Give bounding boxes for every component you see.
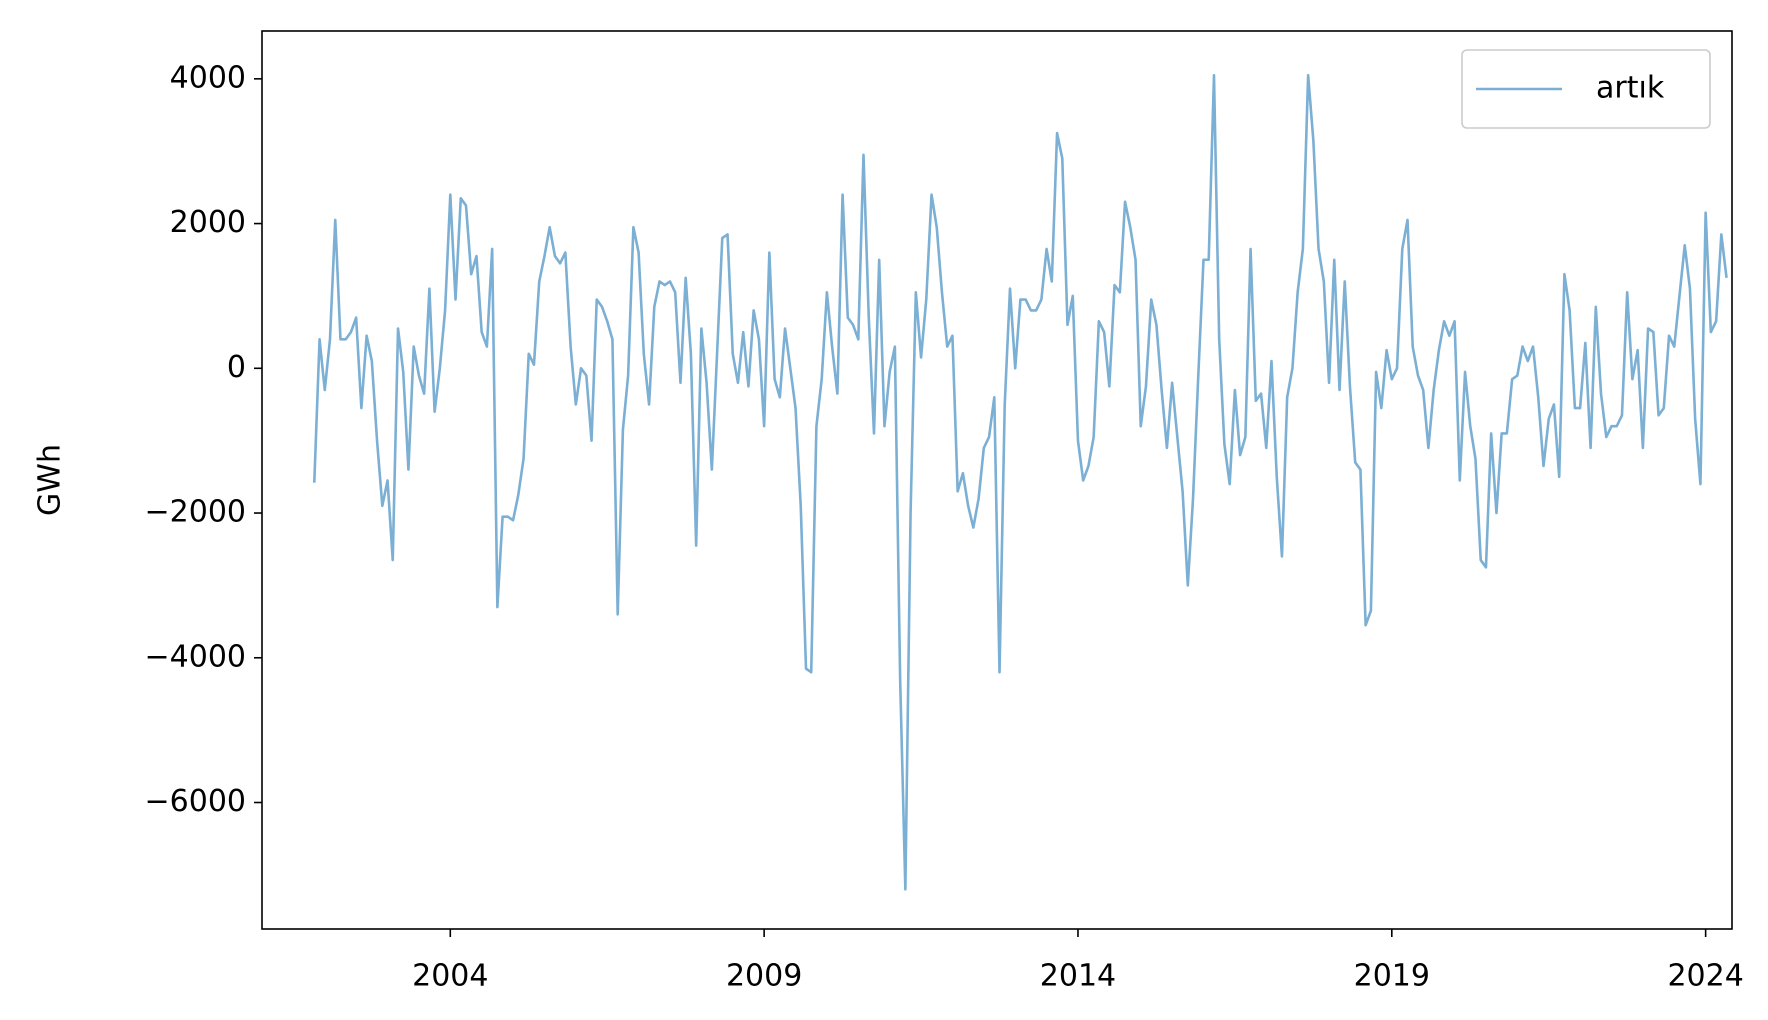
y-axis-label: GWh <box>33 444 68 516</box>
x-tick-label: 2009 <box>726 959 802 994</box>
plot-frame <box>261 30 1733 930</box>
y-tick-label: 2000 <box>170 205 246 240</box>
x-tick-label: 2024 <box>1667 959 1743 994</box>
x-tick-label: 2019 <box>1354 959 1430 994</box>
y-tick-label: 4000 <box>170 60 246 95</box>
legend-box <box>1461 49 1711 129</box>
legend-label: artık <box>1596 71 1665 106</box>
y-tick-label: −2000 <box>145 495 246 530</box>
data-line <box>312 73 1728 891</box>
y-tick-label: −4000 <box>145 639 246 674</box>
x-tick-label: 2014 <box>1040 959 1116 994</box>
x-tick-label: 2004 <box>412 959 488 994</box>
y-tick-label: −6000 <box>145 784 246 819</box>
y-tick-label: 0 <box>227 350 246 385</box>
